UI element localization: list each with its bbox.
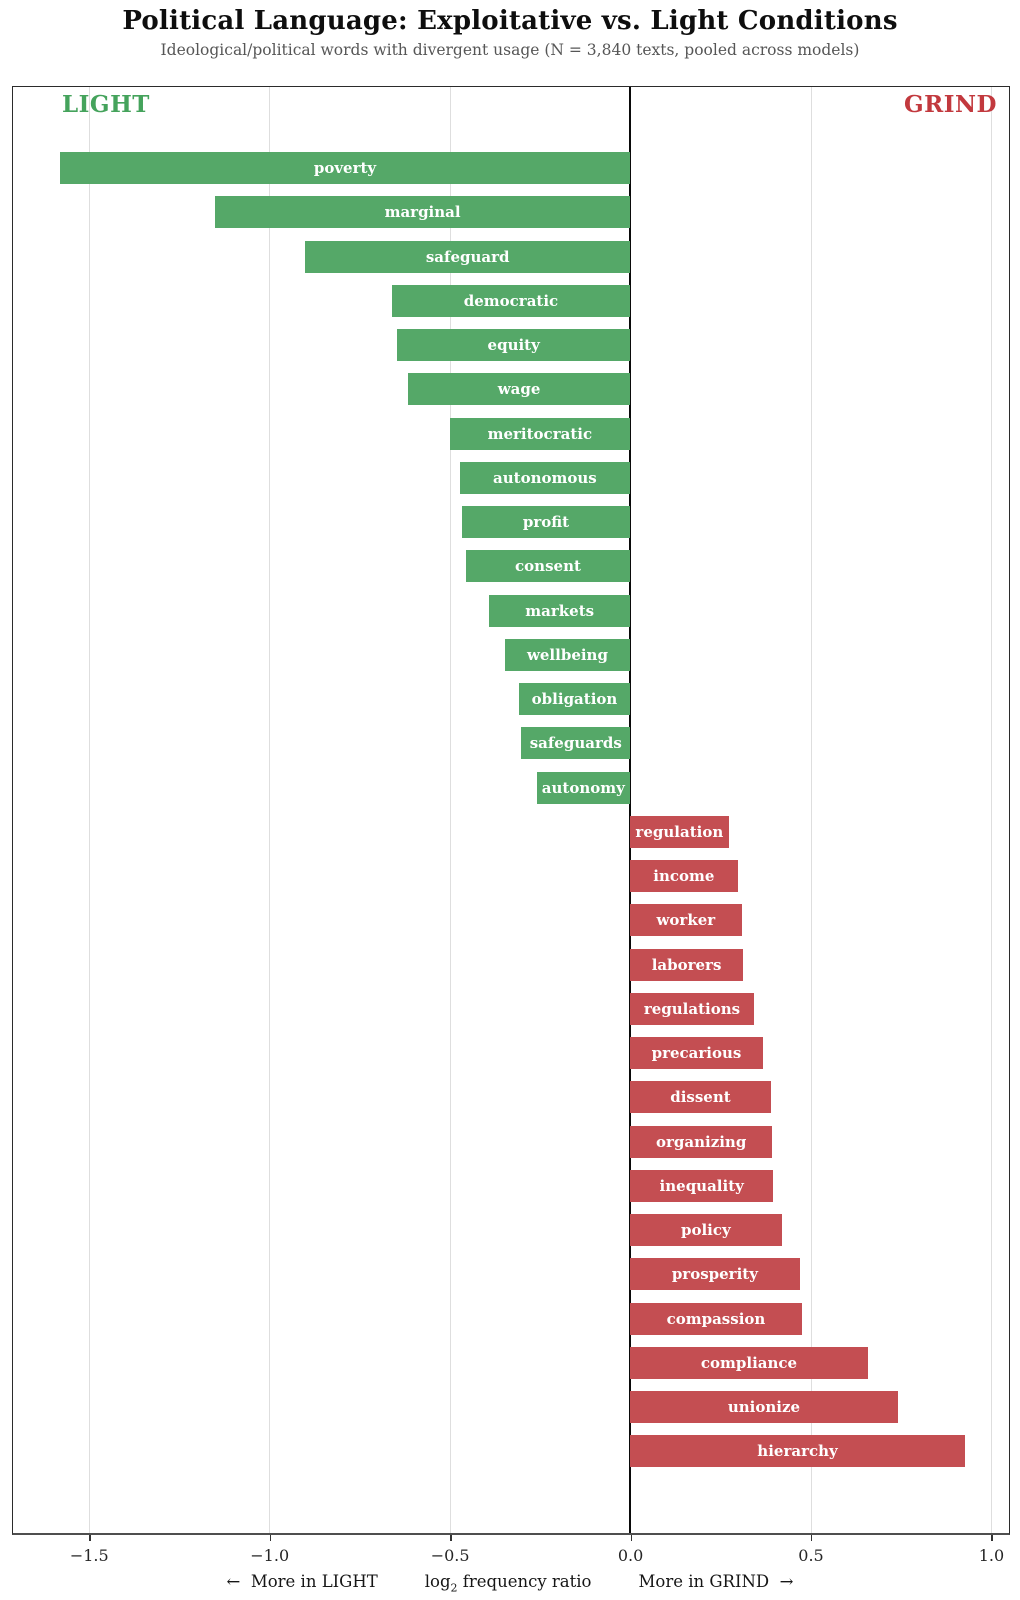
bar-label: policy	[680, 1221, 731, 1239]
bar-label: democratic	[463, 291, 559, 310]
bar-worker: worker	[630, 904, 742, 937]
bar-prosperity: prosperity	[630, 1258, 800, 1291]
bar-label: marginal	[384, 203, 461, 222]
bar-profit: profit	[461, 506, 631, 538]
bar-regulations: regulations	[630, 992, 754, 1025]
x-tick-label: 0.5	[798, 1546, 824, 1565]
bar-policy: policy	[630, 1214, 782, 1246]
bar-label: wellbeing	[526, 645, 608, 664]
bar-label: organizing	[655, 1132, 747, 1151]
bar-label: wage	[497, 380, 541, 399]
x-tick-label: −1.0	[250, 1546, 290, 1565]
bar-label: poverty	[313, 159, 377, 177]
bar-label: prosperity	[671, 1265, 758, 1284]
xlabel-more-in-grind: More in GRIND →	[638, 1572, 794, 1591]
bar-compliance: compliance	[630, 1346, 868, 1379]
bar-markets: markets	[489, 594, 631, 627]
bar-label: precarious	[651, 1044, 742, 1062]
bar-marginal: marginal	[215, 196, 631, 229]
bar-dissent: dissent	[630, 1081, 771, 1114]
bar-safeguards: safeguards	[521, 727, 631, 760]
x-tick-mark	[630, 1535, 632, 1541]
x-tick-mark	[450, 1535, 452, 1541]
bar-compassion: compassion	[630, 1302, 802, 1335]
bar-precarious: precarious	[630, 1037, 763, 1069]
bar-label: markets	[525, 601, 595, 620]
bar-autonomy: autonomy	[536, 771, 631, 804]
bar-regulation: regulation	[630, 815, 729, 848]
bar-poverty: poverty	[59, 152, 631, 184]
bar-wage: wage	[408, 373, 631, 406]
x-tick-mark	[89, 1535, 91, 1541]
x-tick-label: −0.5	[430, 1546, 470, 1565]
bar-wellbeing: wellbeing	[504, 638, 631, 671]
x-tick-mark	[269, 1535, 272, 1541]
bar-label: income	[653, 867, 715, 885]
bar-hierarchy: hierarchy	[630, 1435, 965, 1468]
bar-consent: consent	[465, 550, 631, 583]
gridline	[449, 87, 451, 1533]
bar-laborers: laborers	[630, 948, 744, 981]
bar-income: income	[630, 860, 738, 892]
bar-label: worker	[656, 911, 716, 930]
xlabel-more-in-light: ← More in LIGHT	[226, 1572, 378, 1591]
gridline	[269, 87, 271, 1533]
gridline	[88, 87, 90, 1533]
bar-label: autonomy	[541, 778, 625, 797]
bar-unionize: unionize	[630, 1391, 898, 1423]
x-tick-label: 0.0	[617, 1546, 644, 1565]
gridline	[990, 87, 992, 1533]
bar-label: unionize	[727, 1398, 801, 1416]
bar-label: dissent	[670, 1088, 731, 1107]
bar-equity: equity	[397, 329, 631, 361]
gridline	[810, 87, 812, 1533]
chart-title: Political Language: Exploitative vs. Lig…	[122, 6, 898, 36]
bar-label: meritocratic	[487, 424, 593, 443]
x-tick-mark	[991, 1535, 993, 1541]
bar-label: autonomous	[493, 468, 597, 487]
bar-meritocratic: meritocratic	[449, 417, 631, 450]
x-axis-label: ← More in LIGHT log2 frequency ratio Mor…	[0, 1572, 1020, 1594]
bar-label: regulation	[635, 822, 724, 841]
bar-obligation: obligation	[518, 683, 631, 715]
bar-label: safeguard	[425, 247, 510, 266]
bar-label: consent	[515, 557, 581, 576]
plot-area: poverty marginal safeguard democratic equity…	[12, 86, 1010, 1535]
bar-label: inequality	[659, 1176, 744, 1195]
x-tick-label: −1.5	[69, 1546, 109, 1565]
bar-inequality: inequality	[630, 1169, 774, 1202]
grind-condition-header: GRIND	[904, 91, 997, 118]
bar-label: compliance	[700, 1353, 798, 1372]
bar-label: safeguards	[529, 734, 622, 753]
bar-safeguard: safeguard	[305, 240, 631, 273]
bar-label: obligation	[531, 690, 618, 708]
bar-autonomous: autonomous	[459, 461, 631, 494]
x-tick-label: 1.0	[978, 1546, 1005, 1565]
xlabel-log2-frequency-ratio: log2 frequency ratio	[424, 1572, 592, 1595]
light-condition-header: LIGHT	[62, 91, 150, 118]
bar-label: equity	[487, 336, 540, 354]
bar-democratic: democratic	[391, 284, 631, 317]
bar-label: hierarchy	[757, 1442, 838, 1461]
bar-label: regulations	[643, 999, 741, 1018]
chart-subtitle: Ideological/political words with diverge…	[160, 41, 860, 59]
x-tick-mark	[811, 1535, 813, 1541]
bar-label: profit	[522, 513, 570, 531]
bar-label: compassion	[666, 1309, 766, 1328]
zero-line	[629, 87, 632, 1533]
bar-organizing: organizing	[630, 1125, 773, 1158]
bar-label: laborers	[651, 955, 722, 974]
